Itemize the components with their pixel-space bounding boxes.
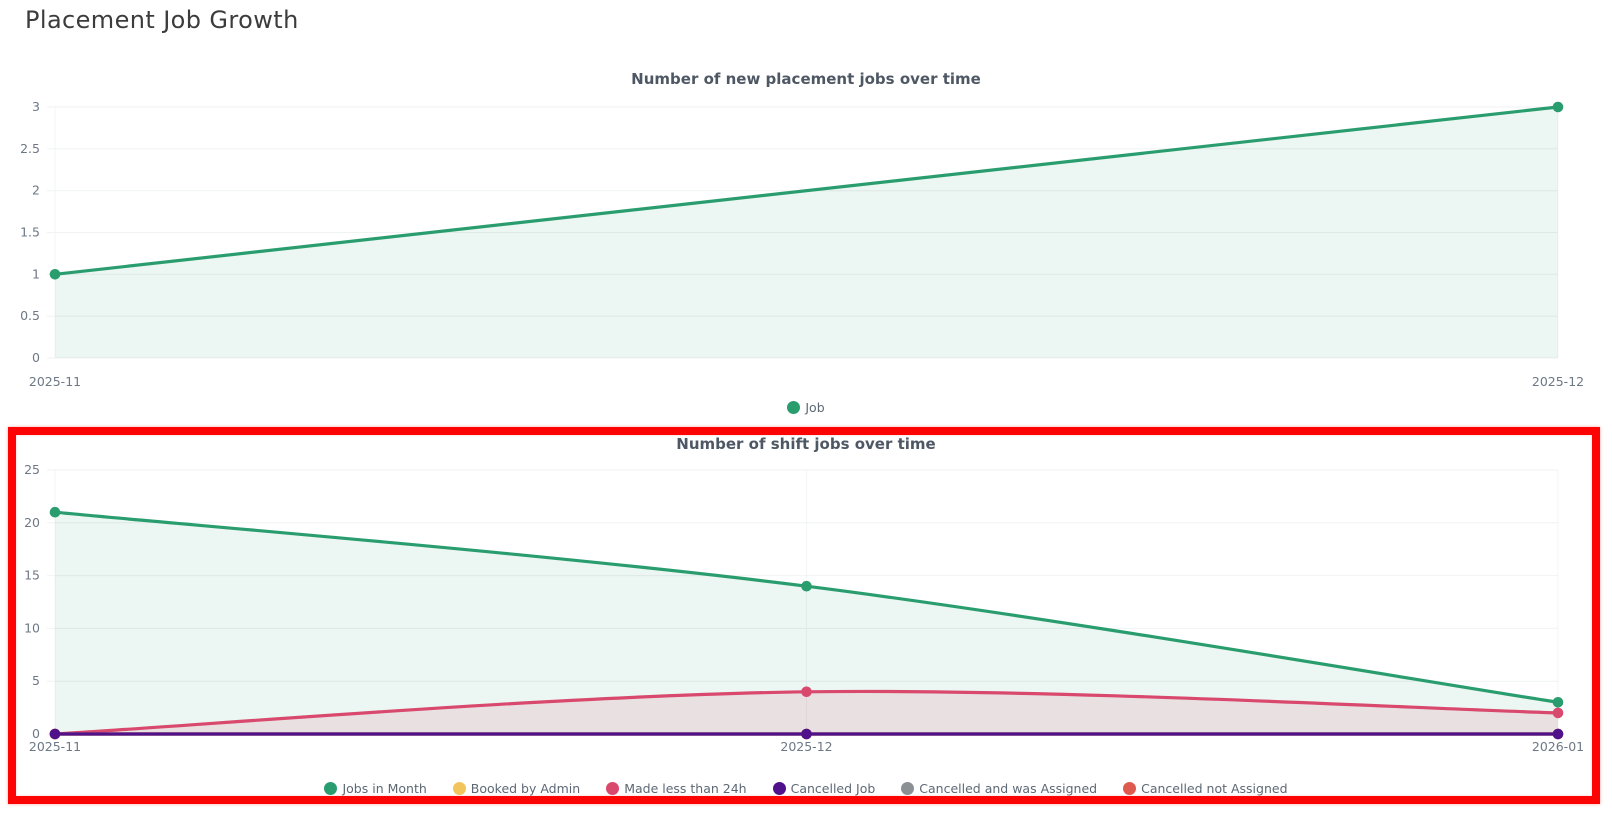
y-axis-tick-label: 3 bbox=[32, 99, 40, 114]
legend-label: Cancelled not Assigned bbox=[1141, 780, 1288, 796]
page-title: Placement Job Growth bbox=[25, 6, 299, 34]
legend-label: Cancelled and was Assigned bbox=[919, 780, 1098, 796]
legend-dot-icon bbox=[787, 400, 801, 414]
y-axis-tick-label: 0 bbox=[32, 350, 40, 365]
y-axis-tick-label: 2.5 bbox=[20, 141, 40, 156]
legend-label: Cancelled Job bbox=[790, 780, 876, 796]
legend-item[interactable]: Cancelled Job bbox=[772, 780, 876, 796]
y-axis-tick-label: 1 bbox=[32, 266, 40, 281]
legend-dot-icon bbox=[772, 781, 786, 795]
data-point[interactable] bbox=[801, 580, 812, 592]
legend-label: Job bbox=[805, 399, 825, 415]
shift-chart-legend: Jobs in Month Booked by Admin Made less th… bbox=[0, 778, 1612, 798]
placement-jobs-area-chart[interactable]: 0 0.5 1 1.5 2 2.5 3 2025-11 2025-12 bbox=[0, 95, 1612, 395]
legend-item[interactable]: Booked by Admin bbox=[452, 780, 581, 796]
y-axis-tick-label: 20 bbox=[24, 515, 40, 530]
data-point[interactable] bbox=[49, 269, 61, 280]
placement-chart-legend: Job bbox=[0, 397, 1612, 417]
legend-dot-icon bbox=[901, 781, 915, 795]
data-point[interactable] bbox=[49, 728, 61, 740]
x-axis-tick-label: 2025-12 bbox=[780, 739, 832, 754]
data-point[interactable] bbox=[1552, 697, 1564, 708]
series-area bbox=[55, 512, 1558, 734]
y-axis-tick-label: 0.5 bbox=[20, 308, 40, 323]
x-axis-tick-label: 2025-11 bbox=[29, 739, 81, 754]
legend-dot-icon bbox=[606, 781, 620, 795]
series-area bbox=[55, 691, 1558, 734]
legend-item[interactable]: Job bbox=[787, 399, 825, 415]
shift-chart-title: Number of shift jobs over time bbox=[676, 435, 936, 453]
data-point[interactable] bbox=[1552, 707, 1564, 719]
y-axis-tick-label: 25 bbox=[24, 462, 40, 477]
legend-item[interactable]: Cancelled and was Assigned bbox=[901, 781, 1097, 796]
legend-label: Booked by Admin bbox=[470, 780, 581, 796]
x-axis-tick-label: 2025-11 bbox=[29, 374, 81, 389]
data-point[interactable] bbox=[1552, 101, 1564, 113]
legend-item[interactable]: Cancelled not Assigned bbox=[1123, 780, 1288, 796]
shift-jobs-chart-card: Number of shift jobs over time 0 5 10 15 20 2… bbox=[0, 433, 1612, 798]
placement-jobs-chart-card: Number of new placement jobs over time 0… bbox=[0, 68, 1612, 417]
y-axis-tick-label: 15 bbox=[24, 568, 40, 583]
legend-item[interactable]: Jobs in Month bbox=[324, 780, 427, 796]
placement-chart-title: Number of new placement jobs over time bbox=[631, 70, 981, 88]
x-axis-tick-label: 2026-01 bbox=[1532, 739, 1584, 754]
series-area bbox=[55, 107, 1558, 358]
y-axis-tick-label: 10 bbox=[24, 620, 40, 635]
data-point[interactable] bbox=[1552, 728, 1564, 740]
data-point[interactable] bbox=[801, 686, 812, 698]
y-axis-tick-label: 0 bbox=[32, 726, 40, 741]
x-axis-tick-label: 2025-12 bbox=[1532, 374, 1584, 389]
legend-dot-icon bbox=[324, 781, 338, 795]
data-point[interactable] bbox=[801, 728, 812, 740]
y-axis-tick-label: 1.5 bbox=[20, 225, 40, 240]
data-point[interactable] bbox=[49, 506, 61, 518]
y-axis-tick-label: 2 bbox=[32, 183, 40, 198]
shift-jobs-area-chart[interactable]: 0 5 10 15 20 25 2025-11 2025-12 2026-01 bbox=[0, 460, 1612, 760]
y-axis-tick-label: 5 bbox=[32, 673, 40, 688]
legend-item[interactable]: Made less than 24h bbox=[606, 780, 747, 796]
legend-dot-icon bbox=[452, 781, 466, 795]
legend-label: Jobs in Month bbox=[342, 780, 427, 796]
legend-label: Made less than 24h bbox=[624, 780, 747, 796]
legend-dot-icon bbox=[1123, 781, 1137, 795]
series-line bbox=[53, 105, 1560, 276]
